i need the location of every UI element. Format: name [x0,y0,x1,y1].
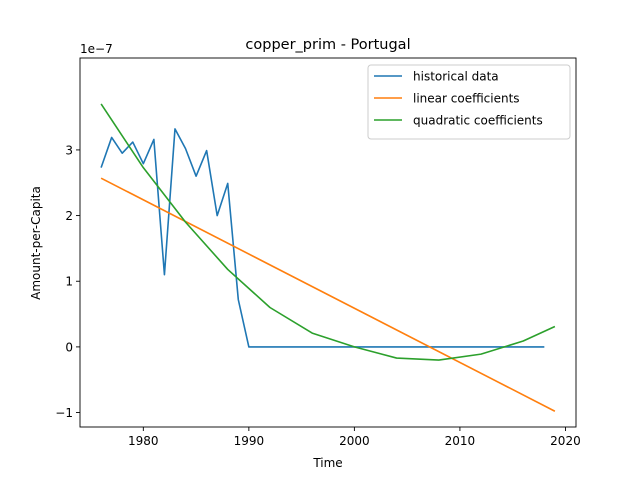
y-tick-label: −1 [55,406,73,420]
legend-entry-2: quadratic coefficients [413,114,543,128]
x-tick-label: 1990 [234,434,265,448]
x-tick-label: 2010 [445,434,476,448]
y-tick-label: 2 [65,209,73,223]
legend-entry-0: historical data [413,70,499,84]
series-line-2 [100,103,556,361]
x-tick-label: 2020 [550,434,581,448]
chart-title: copper_prim - Portugal [245,37,410,53]
y-tick-label: 0 [65,340,73,354]
plot-area: 1980 1990 2000 2010 2020 −1 0 1 2 3 historical dat… [55,57,581,448]
y-axis-label: Amount-per-Capita [29,186,43,300]
axes-frame [79,57,577,428]
x-tick-label: 1980 [128,434,159,448]
y-scale-label: 1e−7 [80,42,113,56]
series-line-0 [100,128,545,348]
x-tick-label: 2000 [339,434,370,448]
series-line-1 [100,177,556,412]
legend-entry-1: linear coefficients [413,92,520,106]
x-axis-label: Time [312,456,342,470]
y-tick-label: 1 [65,275,73,289]
y-tick-label: 3 [65,143,73,157]
legend-box [367,64,571,140]
